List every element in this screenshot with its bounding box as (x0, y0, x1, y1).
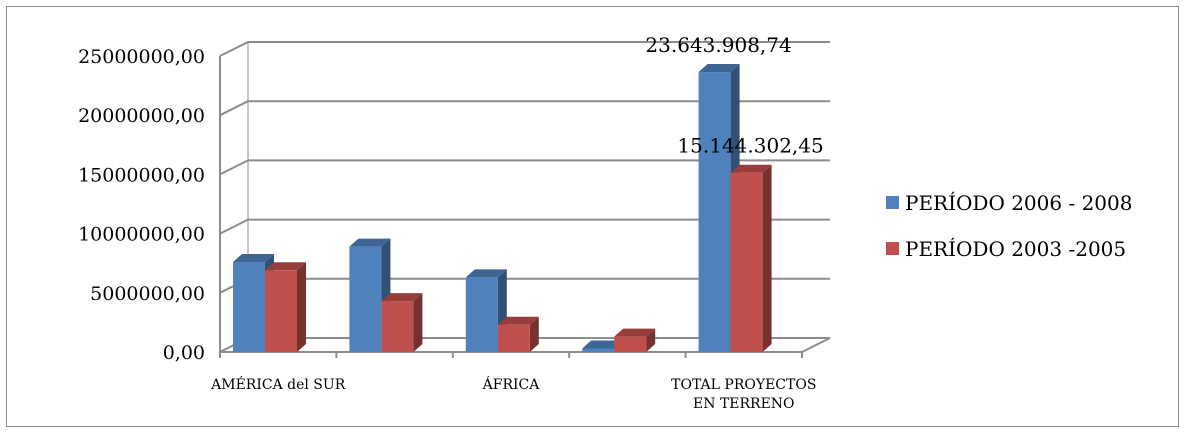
legend-swatch (886, 196, 899, 209)
data-label: 23.643.908,74 (645, 33, 791, 57)
gridline-side (219, 100, 249, 117)
bar (465, 277, 498, 352)
x-category-label: TOTAL PROYECTOS (671, 377, 816, 393)
data-label: 15.144.302,45 (677, 134, 823, 158)
bar (381, 301, 414, 352)
chart-frame (6, 6, 1179, 427)
y-tick-label: 25000000,00 (78, 46, 205, 68)
y-tick-label: 10000000,00 (78, 224, 205, 246)
bar-top (233, 254, 274, 263)
bar-top (465, 269, 507, 278)
bar-side (297, 262, 306, 352)
y-tick-label: 20000000,00 (78, 105, 205, 127)
bar (265, 270, 297, 352)
bar (730, 172, 763, 352)
bar (497, 324, 530, 352)
bar (614, 336, 647, 352)
bar-top (265, 262, 306, 271)
x-category-label: ÁFRICA (482, 375, 541, 393)
bar-top (381, 293, 423, 302)
legend-label: PERÍODO 2006 - 2008 (905, 191, 1132, 215)
bar (582, 348, 615, 352)
y-tick-label: 5000000,00 (90, 283, 205, 305)
bar-side (413, 293, 423, 352)
bar (349, 246, 382, 352)
y-tick-label: 15000000,00 (78, 164, 205, 186)
bar-top (497, 316, 539, 325)
bar-top (730, 164, 772, 173)
y-tick-label: 0,00 (163, 342, 205, 364)
x-category-label: EN TERRENO (693, 396, 795, 412)
bar-top (698, 64, 740, 73)
gridline-side (219, 218, 249, 235)
bar-side (762, 164, 772, 352)
x-category-label: AMÉRICA del SUR (210, 375, 346, 393)
gridline-side (219, 41, 249, 57)
legend-swatch (886, 242, 899, 255)
legend-label: PERÍODO 2003 -2005 (905, 237, 1126, 261)
bar-side (529, 316, 539, 352)
bar (698, 72, 731, 352)
bar-top (614, 328, 656, 337)
bar-top (349, 238, 391, 247)
bar-side (646, 328, 656, 352)
bar-top (582, 340, 624, 349)
bar (233, 262, 265, 352)
gridline-side (219, 159, 249, 176)
